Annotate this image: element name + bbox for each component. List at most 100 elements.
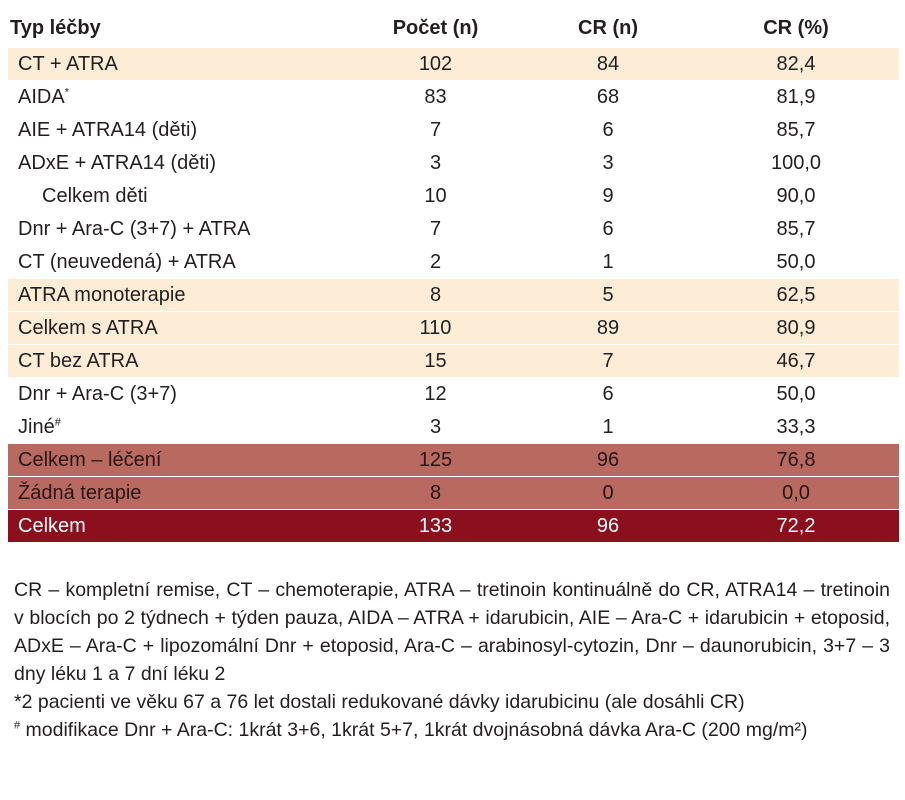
cell-count: 125 — [348, 444, 523, 477]
cell-count: 7 — [348, 114, 523, 147]
cell-count: 110 — [348, 312, 523, 345]
row-label-footnote-mark: # — [54, 415, 61, 428]
cell-cr-n: 96 — [523, 444, 693, 477]
row-label-text: CT bez ATRA — [18, 349, 139, 372]
cell-count: 83 — [348, 81, 523, 114]
cell-cr-n: 7 — [523, 345, 693, 378]
row-label: ADxE + ATRA14 (děti) — [8, 147, 348, 180]
row-label-text: Celkem s ATRA — [18, 316, 158, 339]
table-row: Celkem 133 96 72,2 — [8, 510, 899, 543]
table-header-row: Typ léčby Počet (n) CR (n) CR (%) — [8, 10, 899, 48]
cell-cr-percent: 81,9 — [693, 81, 899, 114]
cell-count: 3 — [348, 411, 523, 444]
row-label: CT + ATRA — [8, 48, 348, 81]
cell-count: 8 — [348, 279, 523, 312]
results-table: Typ léčby Počet (n) CR (n) CR (%) CT + A… — [8, 10, 899, 543]
cell-cr-n: 9 — [523, 180, 693, 213]
cell-cr-n: 89 — [523, 312, 693, 345]
table-row: AIE + ATRA14 (děti) 7 6 85,7 — [8, 114, 899, 147]
hash-footnote-text: modifikace Dnr + Ara-C: 1krát 3+6, 1krát… — [20, 719, 808, 741]
cell-cr-n: 3 — [523, 147, 693, 180]
row-label-text: Celkem děti — [42, 184, 148, 207]
row-label: Dnr + Ara-C (3+7) — [8, 378, 348, 411]
header-cr-n: CR (n) — [523, 10, 693, 48]
table-row: Dnr + Ara-C (3+7) 12 6 50,0 — [8, 378, 899, 411]
row-label-text: ADxE + ATRA14 (děti) — [18, 151, 217, 174]
cell-cr-n: 1 — [523, 411, 693, 444]
row-label-footnote-mark: * — [64, 85, 69, 98]
cell-count: 7 — [348, 213, 523, 246]
abbreviations-note: CR – kompletní remise, CT – chemoterapie… — [14, 579, 890, 685]
row-label: CT (neuvedená) + ATRA — [8, 246, 348, 279]
row-label: Žádná terapie — [8, 477, 348, 510]
row-label: AIDA* — [8, 81, 348, 114]
cell-count: 2 — [348, 246, 523, 279]
table-row: Žádná terapie 8 0 0,0 — [8, 477, 899, 510]
row-label: Celkem děti — [8, 180, 348, 213]
header-cr-percent: CR (%) — [693, 10, 899, 48]
row-label-text: CT + ATRA — [18, 52, 118, 75]
header-count: Počet (n) — [348, 10, 523, 48]
table-notes: CR – kompletní remise, CT – chemoterapie… — [14, 576, 890, 744]
cell-count: 133 — [348, 510, 523, 543]
cell-cr-n: 6 — [523, 378, 693, 411]
cell-cr-n: 68 — [523, 81, 693, 114]
cell-cr-n: 6 — [523, 213, 693, 246]
row-label: CT bez ATRA — [8, 345, 348, 378]
table-row: ATRA monoterapie 8 5 62,5 — [8, 279, 899, 312]
row-label-text: Dnr + Ara-C (3+7) — [18, 382, 177, 405]
table-row: Celkem s ATRA 110 89 80,9 — [8, 312, 899, 345]
cell-cr-percent: 33,3 — [693, 411, 899, 444]
row-label-text: CT (neuvedená) + ATRA — [18, 250, 236, 273]
table-row: Celkem děti 10 9 90,0 — [8, 180, 899, 213]
cell-cr-n: 1 — [523, 246, 693, 279]
cell-cr-percent: 100,0 — [693, 147, 899, 180]
cell-cr-n: 6 — [523, 114, 693, 147]
cell-count: 102 — [348, 48, 523, 81]
table-row: ADxE + ATRA14 (děti) 3 3 100,0 — [8, 147, 899, 180]
cell-cr-percent: 76,8 — [693, 444, 899, 477]
row-label: AIE + ATRA14 (děti) — [8, 114, 348, 147]
hash-footnote: # modifikace Dnr + Ara-C: 1krát 3+6, 1kr… — [14, 716, 890, 744]
table-row: Jiné# 3 1 33,3 — [8, 411, 899, 444]
table-row: CT (neuvedená) + ATRA 2 1 50,0 — [8, 246, 899, 279]
cell-count: 12 — [348, 378, 523, 411]
row-label-text: AIE + ATRA14 (děti) — [18, 118, 198, 141]
header-treatment-type: Typ léčby — [8, 10, 348, 48]
row-label: ATRA monoterapie — [8, 279, 348, 312]
row-label-text: ATRA monoterapie — [18, 283, 186, 306]
cell-cr-percent: 90,0 — [693, 180, 899, 213]
cell-count: 8 — [348, 477, 523, 510]
row-label: Celkem s ATRA — [8, 312, 348, 345]
cell-count: 10 — [348, 180, 523, 213]
row-label-text: Celkem — [18, 514, 86, 537]
row-label-text: Celkem – léčení — [18, 448, 162, 471]
cell-cr-percent: 50,0 — [693, 378, 899, 411]
cell-cr-percent: 0,0 — [693, 477, 899, 510]
cell-cr-percent: 85,7 — [693, 114, 899, 147]
star-footnote: *2 pacienti ve věku 67 a 76 let dostali … — [14, 691, 745, 713]
table-row: CT bez ATRA 15 7 46,7 — [8, 345, 899, 378]
cell-cr-percent: 82,4 — [693, 48, 899, 81]
table-row: Dnr + Ara-C (3+7) + ATRA 7 6 85,7 — [8, 213, 899, 246]
cell-cr-n: 5 — [523, 279, 693, 312]
row-label-text: Dnr + Ara-C (3+7) + ATRA — [18, 217, 251, 240]
cell-cr-n: 96 — [523, 510, 693, 543]
row-label: Celkem – léčení — [8, 444, 348, 477]
cell-cr-percent: 85,7 — [693, 213, 899, 246]
row-label-text: Žádná terapie — [18, 481, 142, 504]
row-label: Dnr + Ara-C (3+7) + ATRA — [8, 213, 348, 246]
cell-cr-percent: 72,2 — [693, 510, 899, 543]
table-row: Celkem – léčení 125 96 76,8 — [8, 444, 899, 477]
cell-cr-percent: 62,5 — [693, 279, 899, 312]
row-label-text: Jiné — [18, 415, 55, 438]
cell-cr-percent: 46,7 — [693, 345, 899, 378]
cell-count: 3 — [348, 147, 523, 180]
row-label: Jiné# — [8, 411, 348, 444]
table-row: CT + ATRA 102 84 82,4 — [8, 48, 899, 81]
row-label-text: AIDA — [18, 85, 65, 108]
cell-count: 15 — [348, 345, 523, 378]
cell-cr-n: 0 — [523, 477, 693, 510]
cell-cr-n: 84 — [523, 48, 693, 81]
